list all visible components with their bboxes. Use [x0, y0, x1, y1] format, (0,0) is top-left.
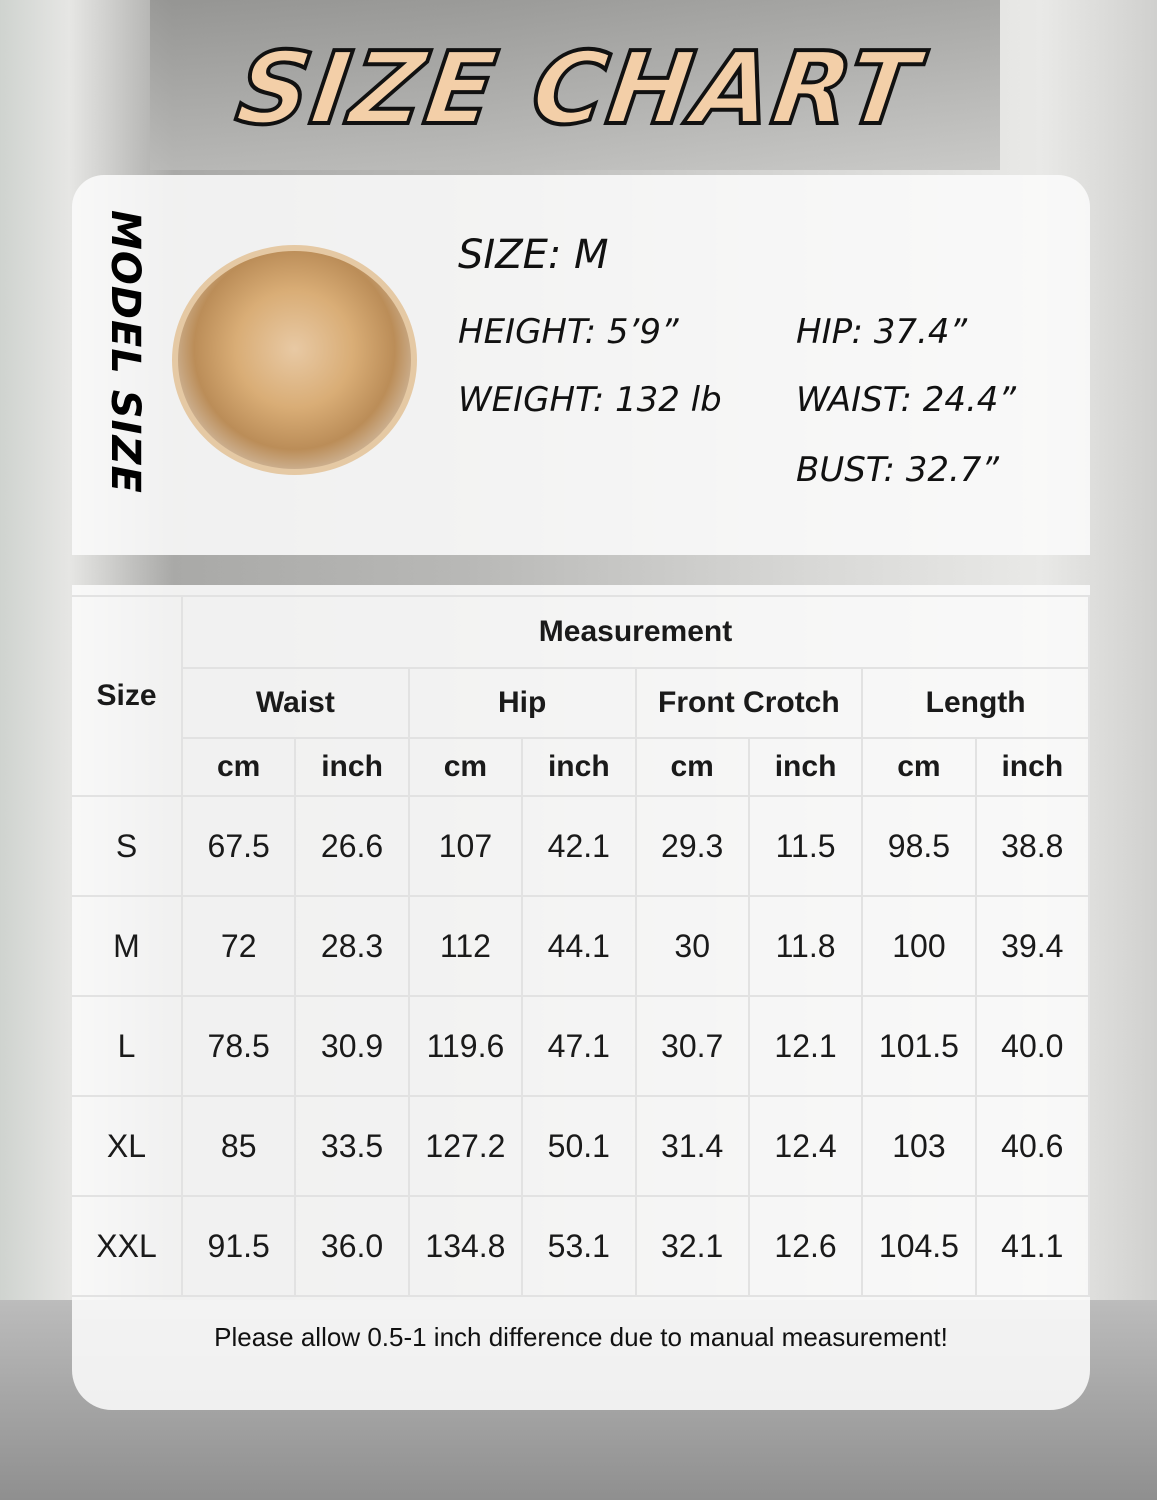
value-cell: 98.5 — [861, 795, 977, 897]
size-cell: XXL — [72, 1195, 183, 1297]
value-cell: 107 — [407, 795, 524, 897]
value-cell: 12.1 — [747, 995, 864, 1097]
value-cell: 26.6 — [294, 795, 410, 897]
model-height: HEIGHT: 5’9” — [458, 312, 679, 352]
value-cell: 134.8 — [407, 1195, 524, 1297]
value-cell: 32.1 — [634, 1195, 750, 1297]
unit-header: inch — [747, 737, 864, 797]
value-cell: 30 — [634, 895, 750, 997]
value-cell: 30.9 — [294, 995, 410, 1097]
size-cell: M — [72, 895, 183, 997]
table-row: XL 85 33.5 127.2 50.1 31.4 12.4 103 40.6 — [72, 1095, 1091, 1197]
value-cell: 31.4 — [634, 1095, 750, 1197]
unit-header: cm — [180, 737, 297, 797]
unit-header: cm — [634, 737, 750, 797]
value-cell: 36.0 — [294, 1195, 410, 1297]
value-cell: 85 — [180, 1095, 297, 1197]
value-cell: 91.5 — [180, 1195, 297, 1297]
unit-header: inch — [521, 737, 637, 797]
value-cell: 67.5 — [180, 795, 297, 897]
measurement-header: Measurement — [181, 595, 1090, 669]
value-cell: 11.5 — [747, 795, 864, 897]
size-header: Size — [72, 595, 183, 797]
table-row: L 78.5 30.9 119.6 47.1 30.7 12.1 101.5 40.0 — [72, 995, 1091, 1097]
value-cell: 40.6 — [974, 1095, 1091, 1197]
size-cell: XL — [72, 1095, 183, 1197]
unit-header: inch — [294, 737, 410, 797]
model-hip: HIP: 37.4” — [796, 312, 968, 352]
unit-header: inch — [974, 737, 1091, 797]
unit-header: cm — [407, 737, 524, 797]
model-size: SIZE: M — [458, 232, 609, 278]
table-row: S 67.5 26.6 107 42.1 29.3 11.5 98.5 38.8 — [72, 795, 1091, 897]
group-header: Hip — [407, 667, 637, 739]
value-cell: 30.7 — [634, 995, 750, 1097]
model-bust: BUST: 32.7” — [796, 450, 1000, 490]
value-cell: 41.1 — [974, 1195, 1091, 1297]
measurement-note: Please allow 0.5-1 inch difference due t… — [214, 1322, 948, 1352]
value-cell: 11.8 — [747, 895, 864, 997]
model-weight: WEIGHT: 132 lb — [458, 380, 722, 420]
table-row: M 72 28.3 112 44.1 30 11.8 100 39.4 — [72, 895, 1091, 997]
value-cell: 40.0 — [974, 995, 1091, 1097]
value-cell: 72 — [180, 895, 297, 997]
group-header: Front Crotch — [634, 667, 864, 739]
value-cell: 38.8 — [974, 795, 1091, 897]
value-cell: 12.4 — [747, 1095, 864, 1197]
value-cell: 42.1 — [521, 795, 637, 897]
group-header: Waist — [181, 667, 410, 739]
value-cell: 29.3 — [634, 795, 750, 897]
size-cell: S — [72, 795, 183, 897]
size-cell: L — [72, 995, 183, 1097]
value-cell: 100 — [861, 895, 977, 997]
unit-header: cm — [861, 737, 977, 797]
model-size-label: MODEL SIZE — [102, 210, 148, 494]
size-table: Size Measurement Waist Hip Front Crotch Leng… — [72, 595, 1091, 1297]
value-cell: 78.5 — [180, 995, 297, 1097]
value-cell: 28.3 — [294, 895, 410, 997]
value-cell: 119.6 — [407, 995, 524, 1097]
page-title: SIZE CHART — [228, 28, 929, 149]
value-cell: 112 — [407, 895, 524, 997]
group-header: Length — [861, 667, 1090, 739]
value-cell: 101.5 — [861, 995, 977, 1097]
model-waist: WAIST: 24.4” — [796, 380, 1017, 420]
value-cell: 50.1 — [521, 1095, 637, 1197]
value-cell: 12.6 — [747, 1195, 864, 1297]
value-cell: 53.1 — [521, 1195, 637, 1297]
value-cell: 44.1 — [521, 895, 637, 997]
value-cell: 39.4 — [974, 895, 1091, 997]
value-cell: 103 — [861, 1095, 977, 1197]
background-photo — [150, 0, 1000, 170]
model-avatar — [172, 245, 417, 475]
value-cell: 47.1 — [521, 995, 637, 1097]
table-row: XXL 91.5 36.0 134.8 53.1 32.1 12.6 104.5 41.1 — [72, 1195, 1091, 1297]
value-cell: 104.5 — [861, 1195, 977, 1297]
value-cell: 127.2 — [407, 1095, 524, 1197]
value-cell: 33.5 — [294, 1095, 410, 1197]
